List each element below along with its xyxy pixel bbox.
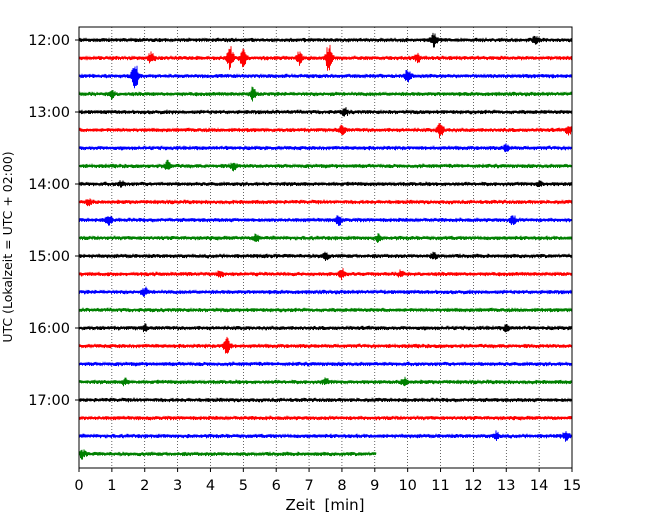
x-tick-label-3: 3 [173, 478, 182, 494]
y-tick-label-15:00: 15:00 [28, 249, 70, 265]
trace-1730 [79, 430, 573, 442]
trace-1745 [79, 449, 377, 460]
x-tick-label-5: 5 [239, 478, 248, 494]
trace-1415 [79, 198, 573, 207]
x-tick-label-15: 15 [563, 478, 581, 494]
x-tick-label-12: 12 [464, 478, 482, 494]
y-tick-label-14:00: 14:00 [28, 177, 70, 193]
x-tick-label-0: 0 [74, 478, 83, 494]
trace-1715 [79, 415, 573, 422]
y-tick-label-17:00: 17:00 [28, 393, 70, 409]
trace-1600 [79, 323, 573, 333]
trace-1630 [79, 361, 573, 367]
trace-1215 [79, 44, 573, 71]
x-tick-label-10: 10 [398, 478, 416, 494]
x-tick-label-8: 8 [337, 478, 346, 494]
trace-1300 [79, 107, 573, 117]
seismogram-traces [79, 32, 573, 460]
trace-1345 [79, 159, 573, 172]
trace-1400 [79, 180, 573, 188]
x-tick-label-4: 4 [206, 478, 215, 494]
x-tick-label-6: 6 [272, 478, 281, 494]
y-tick-label-12:00: 12:00 [28, 33, 70, 49]
trace-1645 [79, 376, 573, 387]
trace-1545 [79, 306, 573, 313]
plot-frame [78, 26, 573, 469]
x-tick-label-1: 1 [107, 478, 116, 494]
y-tick-label-16:00: 16:00 [28, 321, 70, 337]
y-axis-ticks: 12:00 13:00 14:00 15:00 16:00 17:00 [28, 33, 79, 409]
x-axis-ticks: 0 1 2 3 4 5 6 7 8 9 10 11 12 13 14 15 [74, 468, 581, 494]
trace-1615 [79, 336, 573, 354]
trace-1530 [79, 286, 573, 297]
trace-1445 [79, 233, 573, 243]
y-tick-label-13:00: 13:00 [28, 105, 70, 121]
x-tick-label-7: 7 [304, 478, 313, 494]
trace-1200 [79, 32, 573, 48]
x-tick-label-13: 13 [497, 478, 515, 494]
plot-background [79, 27, 572, 468]
trace-1515 [79, 268, 573, 281]
trace-1700 [79, 397, 573, 403]
x-axis-label: Zeit [min] [285, 496, 364, 514]
x-tick-label-11: 11 [431, 478, 449, 494]
x-tick-label-9: 9 [370, 478, 379, 494]
x-tick-label-2: 2 [140, 478, 149, 494]
trace-1430 [79, 215, 573, 226]
trace-1500 [79, 251, 573, 261]
trace-1315 [79, 123, 573, 139]
trace-1330 [79, 143, 573, 153]
x-tick-label-14: 14 [530, 478, 548, 494]
y-axis-label: UTC (Lokalzeit = UTC + 02:00) [0, 151, 15, 342]
trace-1230 [79, 65, 573, 89]
trace-1245 [79, 86, 573, 102]
